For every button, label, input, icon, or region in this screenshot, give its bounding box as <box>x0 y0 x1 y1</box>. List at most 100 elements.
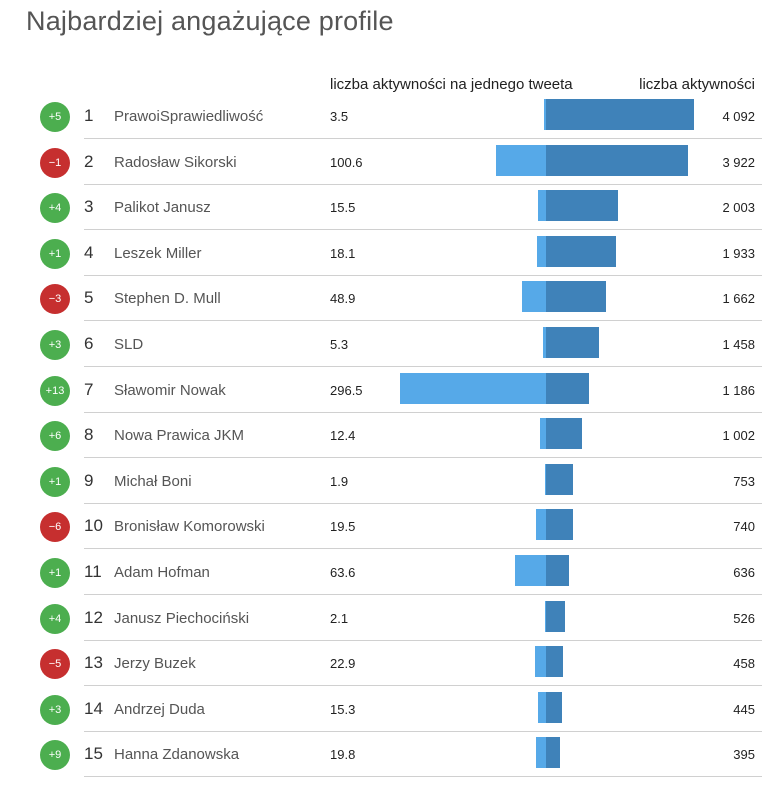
row-divider <box>84 320 762 322</box>
profile-name: Palikot Janusz <box>114 199 211 217</box>
table-row: +1 11 Adam Hofman 63.6 636 <box>0 549 774 595</box>
total-activity-value: 1 933 <box>722 245 755 261</box>
table-row: −6 10 Bronisław Komorowski 19.5 740 <box>0 503 774 550</box>
table-row: +3 6 SLD 5.3 1 458 <box>0 321 774 367</box>
rank-number: 12 <box>84 607 103 627</box>
rank-number: 9 <box>84 470 94 490</box>
per-tweet-value: 1.9 <box>330 473 349 489</box>
total-activity-value: 1 002 <box>722 428 755 444</box>
total-activity-bar <box>546 235 616 267</box>
rank-change-badge: −1 <box>40 147 70 178</box>
total-activity-value: 636 <box>733 565 755 580</box>
column-header-per-tweet: liczba aktywności na jednego tweeta <box>330 76 573 93</box>
total-activity-value: 2 003 <box>722 200 755 216</box>
table-row: +1 4 Leszek Miller 18.1 1 933 <box>0 230 774 276</box>
rank-number: 4 <box>84 242 94 262</box>
per-tweet-value: 296.5 <box>330 382 363 398</box>
total-activity-bar <box>546 509 573 541</box>
table-row: +3 14 Andrzej Duda 15.3 445 <box>0 686 774 732</box>
profile-name: PrawoiSprawiedliwość <box>114 108 264 125</box>
profile-name: Leszek Miller <box>114 244 202 262</box>
table-row: −1 2 Radosław Sikorski 100.6 3 922 <box>0 139 774 185</box>
total-activity-value: 3 922 <box>722 154 755 170</box>
rank-change-badge: +13 <box>40 375 70 406</box>
rank-number: 14 <box>84 698 103 718</box>
total-activity-bar <box>546 418 583 450</box>
table-row: +6 8 Nowa Prawica JKM 12.4 1 002 <box>0 412 774 459</box>
per-tweet-bar <box>536 737 546 769</box>
profile-name: Andrzej Duda <box>114 700 205 718</box>
table-row: +13 7 Sławomir Nowak 296.5 1 186 <box>0 367 774 413</box>
rank-number: 3 <box>84 197 94 217</box>
total-activity-bar <box>546 144 688 176</box>
rank-change-badge: +1 <box>40 238 70 269</box>
profile-name: Janusz Piechociński <box>114 609 250 627</box>
per-tweet-value: 19.5 <box>330 519 356 535</box>
rank-change-badge: +1 <box>40 466 70 497</box>
total-activity-bar <box>546 463 574 495</box>
table-row: +1 9 Michał Boni 1.9 753 <box>0 458 774 504</box>
row-divider <box>84 548 762 550</box>
rank-number: 7 <box>84 379 94 399</box>
profile-name: Sławomir Nowak <box>114 381 226 399</box>
rank-number: 8 <box>84 425 94 445</box>
total-activity-bar <box>546 600 566 632</box>
per-tweet-value: 19.8 <box>330 747 356 763</box>
row-divider <box>84 639 762 641</box>
rank-change-badge: +4 <box>40 193 70 224</box>
profile-name: Jerzy Buzek <box>114 655 196 673</box>
total-activity-value: 740 <box>733 519 755 535</box>
per-tweet-value: 48.9 <box>330 291 356 307</box>
profile-name: Nowa Prawica JKM <box>114 427 245 445</box>
per-tweet-bar <box>538 190 546 222</box>
rank-number: 13 <box>84 653 103 673</box>
per-tweet-value: 2.1 <box>330 610 349 626</box>
rank-change-badge: −6 <box>40 512 70 543</box>
total-activity-bar <box>546 646 563 678</box>
per-tweet-bar <box>539 418 546 450</box>
total-activity-value: 753 <box>733 473 755 489</box>
row-divider <box>84 183 762 185</box>
total-activity-value: 4 092 <box>722 109 755 124</box>
profile-name: Stephen D. Mull <box>114 290 221 308</box>
table-row: +4 12 Janusz Piechociński 2.1 526 <box>0 595 774 641</box>
per-tweet-value: 12.4 <box>330 428 356 444</box>
total-activity-bar <box>546 737 561 769</box>
rank-number: 1 <box>84 106 94 125</box>
profile-name: Michał Boni <box>114 472 192 490</box>
rank-change-badge: +3 <box>40 330 70 360</box>
row-divider <box>84 502 762 504</box>
total-activity-value: 445 <box>733 701 755 717</box>
per-tweet-value: 100.6 <box>330 154 363 170</box>
rank-change-badge: +9 <box>40 740 70 771</box>
total-activity-value: 526 <box>733 610 755 626</box>
per-tweet-value: 18.1 <box>330 245 356 261</box>
per-tweet-bar <box>537 235 546 267</box>
rank-number: 10 <box>84 516 103 536</box>
total-activity-bar <box>546 99 694 130</box>
per-tweet-value: 5.3 <box>330 337 349 352</box>
profile-name: SLD <box>114 336 144 353</box>
per-tweet-bar <box>536 509 546 541</box>
rank-change-badge: +4 <box>40 603 70 634</box>
total-activity-value: 1 458 <box>722 337 755 352</box>
per-tweet-bar <box>514 555 546 586</box>
table-row: −5 13 Jerzy Buzek 22.9 458 <box>0 640 774 687</box>
page-title: Najbardziej angażujące profile <box>26 6 394 36</box>
per-tweet-bar <box>538 691 546 723</box>
rank-number: 11 <box>84 562 102 581</box>
rank-change-badge: +6 <box>40 421 70 452</box>
rank-number: 2 <box>84 151 94 171</box>
total-activity-bar <box>546 372 589 404</box>
table-row: −3 5 Stephen D. Mull 48.9 1 662 <box>0 275 774 322</box>
rank-change-badge: +1 <box>40 558 70 588</box>
per-tweet-bar <box>534 646 546 678</box>
per-tweet-value: 15.5 <box>330 200 356 216</box>
row-divider <box>84 685 762 687</box>
row-divider <box>84 776 762 778</box>
per-tweet-bar <box>543 327 546 358</box>
total-activity-bar <box>546 691 563 723</box>
rank-change-badge: +5 <box>40 102 70 132</box>
rank-number: 15 <box>84 744 103 764</box>
rank-change-badge: −5 <box>40 649 70 680</box>
